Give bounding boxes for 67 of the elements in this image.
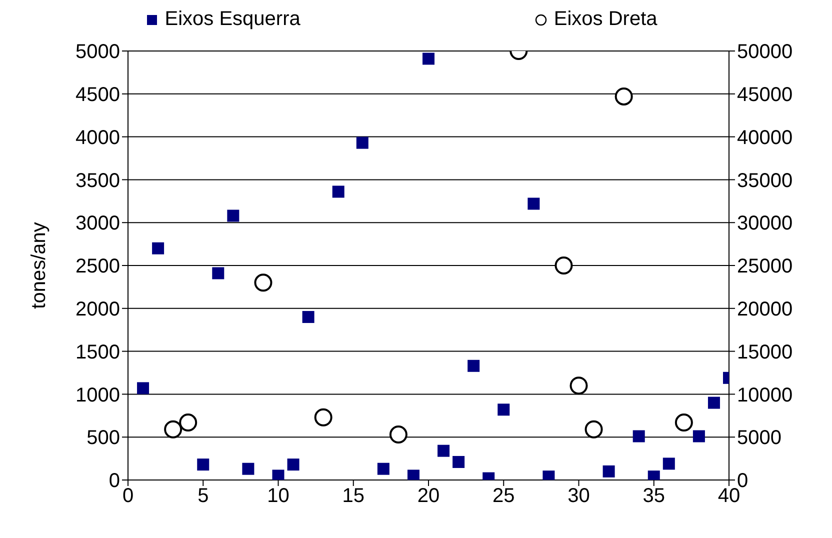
- point: [584, 420, 603, 438]
- point: [708, 396, 720, 409]
- point: [632, 430, 645, 442]
- y2-tick-label: 45000: [737, 84, 793, 106]
- y-tick-label: 2500: [76, 256, 120, 278]
- x-tick-label: 5: [198, 485, 209, 508]
- point: [554, 256, 573, 274]
- point: [254, 274, 272, 292]
- y-tick-label: 2000: [76, 298, 120, 320]
- point: [332, 186, 344, 198]
- legend-label: Eixos Esquerra: [164, 8, 300, 31]
- y2-tick-label: 5000: [737, 427, 782, 450]
- point: [287, 458, 300, 471]
- y-tick-label: 4500: [76, 84, 120, 106]
- point: [422, 52, 434, 65]
- point: [164, 420, 182, 438]
- legend-label: Eixos Dreta: [552, 8, 658, 31]
- point: [614, 87, 633, 106]
- point: [452, 456, 465, 468]
- y2-tick-label: 15000: [737, 341, 793, 364]
- x-tick-label: 35: [642, 485, 665, 508]
- point: [314, 408, 332, 426]
- point: [137, 382, 150, 394]
- x-tick-label: 40: [718, 485, 740, 508]
- point: [570, 376, 588, 395]
- point: [674, 414, 693, 432]
- point: [227, 210, 240, 222]
- x-tick-label: 30: [568, 485, 590, 508]
- point: [242, 462, 254, 475]
- y2-tick-label: 40000: [737, 126, 793, 149]
- point: [498, 404, 510, 416]
- y-axis-title: tones/any: [28, 222, 50, 309]
- point: [197, 458, 210, 471]
- y2-tick-label: 25000: [737, 256, 793, 278]
- point: [692, 430, 705, 442]
- y-tick-label: 500: [86, 427, 120, 450]
- point: [662, 458, 675, 470]
- point: [407, 470, 420, 480]
- point: [377, 462, 390, 475]
- y-tick-label: 4000: [76, 126, 120, 149]
- y-tick-label: 0: [108, 470, 120, 492]
- point: [602, 465, 615, 478]
- point: [179, 414, 198, 432]
- point: [356, 136, 368, 149]
- y-tick-label: 3000: [76, 212, 120, 235]
- point: [438, 444, 450, 457]
- y2-tick-label: 30000: [737, 212, 793, 235]
- x-tick-label: 10: [267, 485, 290, 508]
- y-tick-label: 1500: [76, 341, 120, 364]
- y2-tick-label: 10000: [737, 384, 793, 406]
- point: [389, 426, 408, 444]
- y-tick-label: 3500: [76, 170, 120, 192]
- point: [152, 242, 164, 254]
- x-tick-label: 0: [122, 485, 134, 508]
- y-tick-label: 1000: [76, 384, 120, 406]
- point: [468, 360, 480, 372]
- x-tick-label: 15: [342, 485, 364, 508]
- x-tick-label: 20: [417, 485, 440, 508]
- y2-tick-label: 20000: [737, 298, 793, 320]
- y-tick-label: 5000: [76, 41, 120, 64]
- y2-tick-label: 35000: [737, 170, 793, 192]
- point: [272, 470, 284, 480]
- x-tick-label: 25: [492, 485, 515, 508]
- point: [212, 267, 224, 280]
- y2-tick-label: 50000: [737, 41, 793, 64]
- point: [528, 198, 540, 210]
- point: [302, 310, 314, 323]
